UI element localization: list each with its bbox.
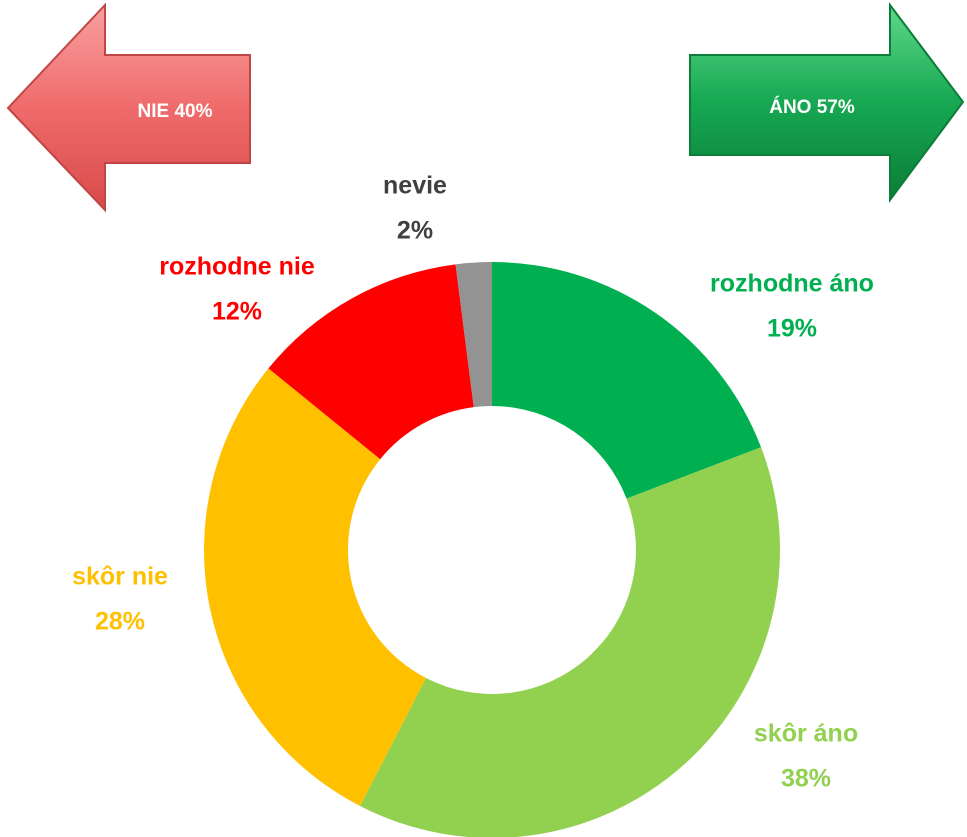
donut-slice xyxy=(268,264,474,460)
right-arrow xyxy=(689,2,965,204)
donut-slice xyxy=(492,262,762,499)
slice-label: rozhodne áno xyxy=(710,270,874,298)
value-label: 19% xyxy=(767,315,817,343)
value-label: 28% xyxy=(95,608,145,636)
slice-label: rozhodne nie xyxy=(159,253,315,281)
donut-slice xyxy=(203,368,427,806)
slice-label: skôr nie xyxy=(72,563,168,591)
value-label: 12% xyxy=(212,298,262,326)
left-arrow xyxy=(6,2,251,213)
slice-label: skôr áno xyxy=(754,720,858,748)
annotation: ÁNO 57% xyxy=(769,96,855,118)
annotation: NIE 40% xyxy=(138,101,213,122)
slice-label: nevie xyxy=(383,172,447,200)
donut-slice xyxy=(455,262,492,408)
value-label: 2% xyxy=(397,217,433,245)
donut-slice xyxy=(360,447,780,837)
value-label: 38% xyxy=(781,765,831,793)
